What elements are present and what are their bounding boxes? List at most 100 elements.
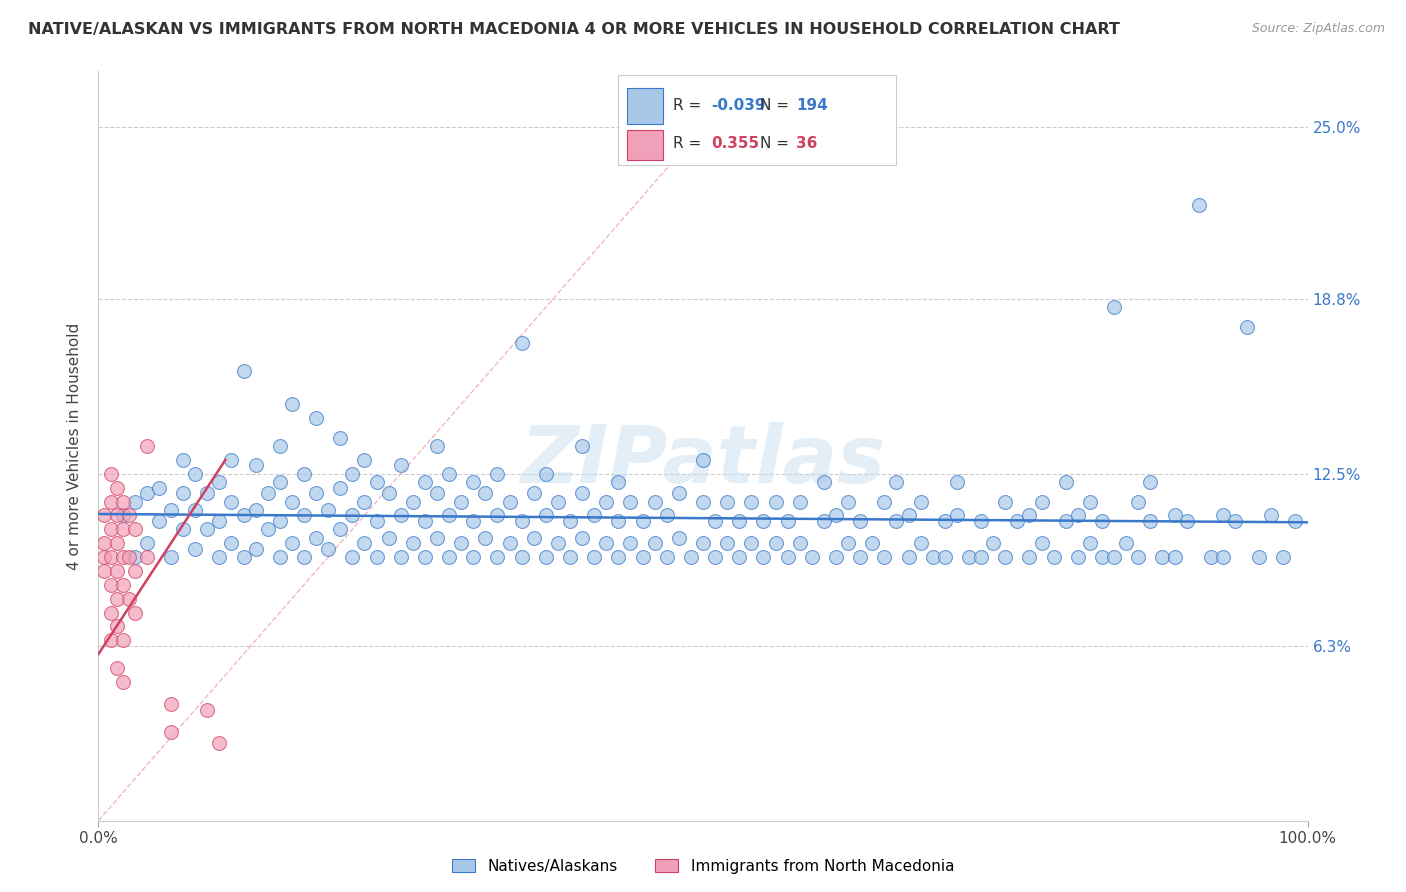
Point: [655, 549, 678, 564]
Point: [184, 503, 207, 517]
Point: [105, 619, 128, 633]
Text: R =: R =: [672, 98, 706, 113]
Point: [437, 549, 460, 564]
Point: [534, 467, 557, 481]
Point: [316, 541, 339, 556]
FancyBboxPatch shape: [627, 87, 664, 124]
Point: [631, 549, 654, 564]
Point: [607, 475, 630, 489]
Point: [1139, 514, 1161, 528]
Point: [269, 439, 291, 453]
Point: [692, 494, 714, 508]
Text: Source: ZipAtlas.com: Source: ZipAtlas.com: [1251, 22, 1385, 36]
Point: [558, 514, 581, 528]
Point: [1102, 300, 1125, 314]
Point: [366, 549, 388, 564]
Point: [105, 536, 128, 550]
Point: [413, 549, 436, 564]
Point: [765, 494, 787, 508]
Point: [305, 486, 328, 500]
Text: R =: R =: [672, 136, 706, 151]
Point: [886, 475, 908, 489]
Point: [389, 508, 412, 523]
Point: [172, 522, 194, 536]
Point: [1018, 508, 1040, 523]
Point: [160, 503, 183, 517]
Point: [208, 549, 231, 564]
Point: [281, 397, 304, 411]
Point: [342, 467, 364, 481]
Point: [800, 549, 823, 564]
Point: [946, 508, 969, 523]
Point: [366, 475, 388, 489]
Point: [93, 564, 115, 578]
Point: [571, 439, 593, 453]
Point: [221, 536, 243, 550]
Point: [135, 549, 157, 564]
Point: [245, 541, 267, 556]
Point: [221, 494, 243, 508]
Point: [463, 514, 485, 528]
Point: [1091, 549, 1114, 564]
Point: [160, 697, 183, 711]
Point: [111, 494, 134, 508]
Point: [100, 549, 122, 564]
Point: [934, 549, 956, 564]
Point: [934, 514, 956, 528]
Point: [789, 494, 811, 508]
Point: [571, 531, 593, 545]
Point: [1018, 549, 1040, 564]
Point: [148, 514, 170, 528]
Point: [1031, 536, 1053, 550]
Point: [825, 549, 848, 564]
Point: [716, 536, 738, 550]
Point: [946, 475, 969, 489]
Point: [377, 486, 399, 500]
Text: N =: N =: [759, 98, 794, 113]
Point: [329, 522, 352, 536]
Point: [825, 508, 848, 523]
Point: [305, 531, 328, 545]
Point: [776, 514, 799, 528]
Point: [1031, 494, 1053, 508]
Point: [305, 411, 328, 425]
Point: [1067, 549, 1090, 564]
Point: [510, 514, 533, 528]
Point: [269, 475, 291, 489]
Point: [1078, 494, 1101, 508]
Point: [353, 536, 375, 550]
Point: [105, 564, 128, 578]
Point: [619, 536, 641, 550]
Point: [474, 486, 496, 500]
Point: [1128, 549, 1150, 564]
Y-axis label: 4 or more Vehicles in Household: 4 or more Vehicles in Household: [67, 322, 83, 570]
Point: [245, 503, 267, 517]
Point: [704, 549, 727, 564]
Point: [111, 674, 134, 689]
Point: [668, 486, 690, 500]
Point: [437, 467, 460, 481]
Point: [118, 549, 141, 564]
Point: [118, 508, 141, 523]
Text: 0.355: 0.355: [711, 136, 759, 151]
Point: [510, 549, 533, 564]
Point: [135, 439, 157, 453]
Point: [292, 467, 315, 481]
Point: [269, 549, 291, 564]
Point: [463, 475, 485, 489]
Point: [994, 549, 1017, 564]
Point: [269, 514, 291, 528]
Point: [1078, 536, 1101, 550]
Point: [583, 508, 606, 523]
Point: [740, 494, 762, 508]
Point: [105, 661, 128, 675]
Point: [595, 536, 617, 550]
Point: [897, 549, 920, 564]
Point: [100, 494, 122, 508]
Point: [256, 522, 278, 536]
Point: [402, 494, 425, 508]
Point: [450, 494, 472, 508]
Point: [135, 486, 157, 500]
Point: [1139, 475, 1161, 489]
Point: [208, 475, 231, 489]
